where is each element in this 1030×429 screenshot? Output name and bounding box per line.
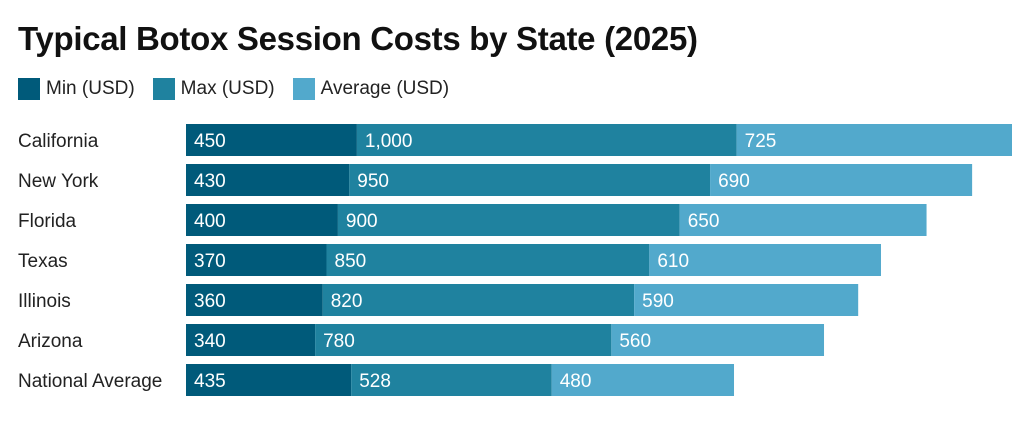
bar-segment xyxy=(337,204,680,236)
bar-segment xyxy=(611,324,825,356)
value-label: 400 xyxy=(194,211,226,232)
value-label: 610 xyxy=(657,251,689,272)
bar-segment xyxy=(186,324,316,356)
legend-label: Min (USD) xyxy=(46,78,135,99)
bar-segment xyxy=(315,324,612,356)
bar-segment xyxy=(186,204,338,236)
value-label: 780 xyxy=(323,331,355,352)
legend-item-min: Min (USD) xyxy=(18,78,135,100)
bar-segment xyxy=(186,284,323,316)
bar-segment xyxy=(186,364,352,396)
legend-swatch xyxy=(152,78,175,100)
value-label: 650 xyxy=(688,211,720,232)
bar-segment xyxy=(710,164,973,196)
bar-segment xyxy=(349,164,711,196)
category-label: Illinois xyxy=(18,291,71,312)
bar-segment xyxy=(356,124,737,156)
category-label: Arizona xyxy=(18,331,83,352)
value-label: 560 xyxy=(619,331,651,352)
legend: Min (USD) Max (USD) Average (USD) xyxy=(18,78,449,100)
bar-segment xyxy=(186,244,327,276)
bar-segment xyxy=(649,244,881,276)
value-label: 360 xyxy=(194,291,226,312)
value-label: 430 xyxy=(194,171,226,192)
value-label: 1,000 xyxy=(365,131,413,152)
value-label: 340 xyxy=(194,331,226,352)
value-label: 528 xyxy=(359,371,391,392)
legend-label: Average (USD) xyxy=(320,78,450,99)
category-label: Texas xyxy=(18,251,68,272)
bar-segment xyxy=(634,284,859,316)
bar-segment xyxy=(326,244,650,276)
legend-label: Max (USD) xyxy=(180,78,275,99)
category-label: Florida xyxy=(18,211,77,232)
value-label: 820 xyxy=(331,291,363,312)
value-label: 435 xyxy=(194,371,226,392)
value-label: 370 xyxy=(194,251,226,272)
bar-segment xyxy=(186,164,350,196)
category-label: California xyxy=(18,131,99,152)
bar-segment xyxy=(551,364,735,396)
value-label: 590 xyxy=(642,291,674,312)
bar-segment xyxy=(679,204,927,236)
bar-segment xyxy=(736,124,1012,156)
value-label: 690 xyxy=(718,171,750,192)
value-label: 900 xyxy=(346,211,378,232)
value-label: 850 xyxy=(335,251,367,272)
value-label: 480 xyxy=(560,371,592,392)
legend-swatch xyxy=(292,78,315,100)
value-label: 450 xyxy=(194,131,226,152)
value-label: 725 xyxy=(745,131,777,152)
bar-segment xyxy=(351,364,552,396)
legend-swatch xyxy=(18,78,40,100)
category-label: National Average xyxy=(18,371,162,392)
chart-title: Typical Botox Session Costs by State (20… xyxy=(18,20,698,57)
legend-item-max: Max (USD) xyxy=(152,78,275,100)
bar-segment xyxy=(186,124,357,156)
bar-segment xyxy=(322,284,635,316)
value-label: 950 xyxy=(357,171,389,192)
category-label: New York xyxy=(18,171,99,192)
legend-item-average: Average (USD) xyxy=(292,78,450,100)
